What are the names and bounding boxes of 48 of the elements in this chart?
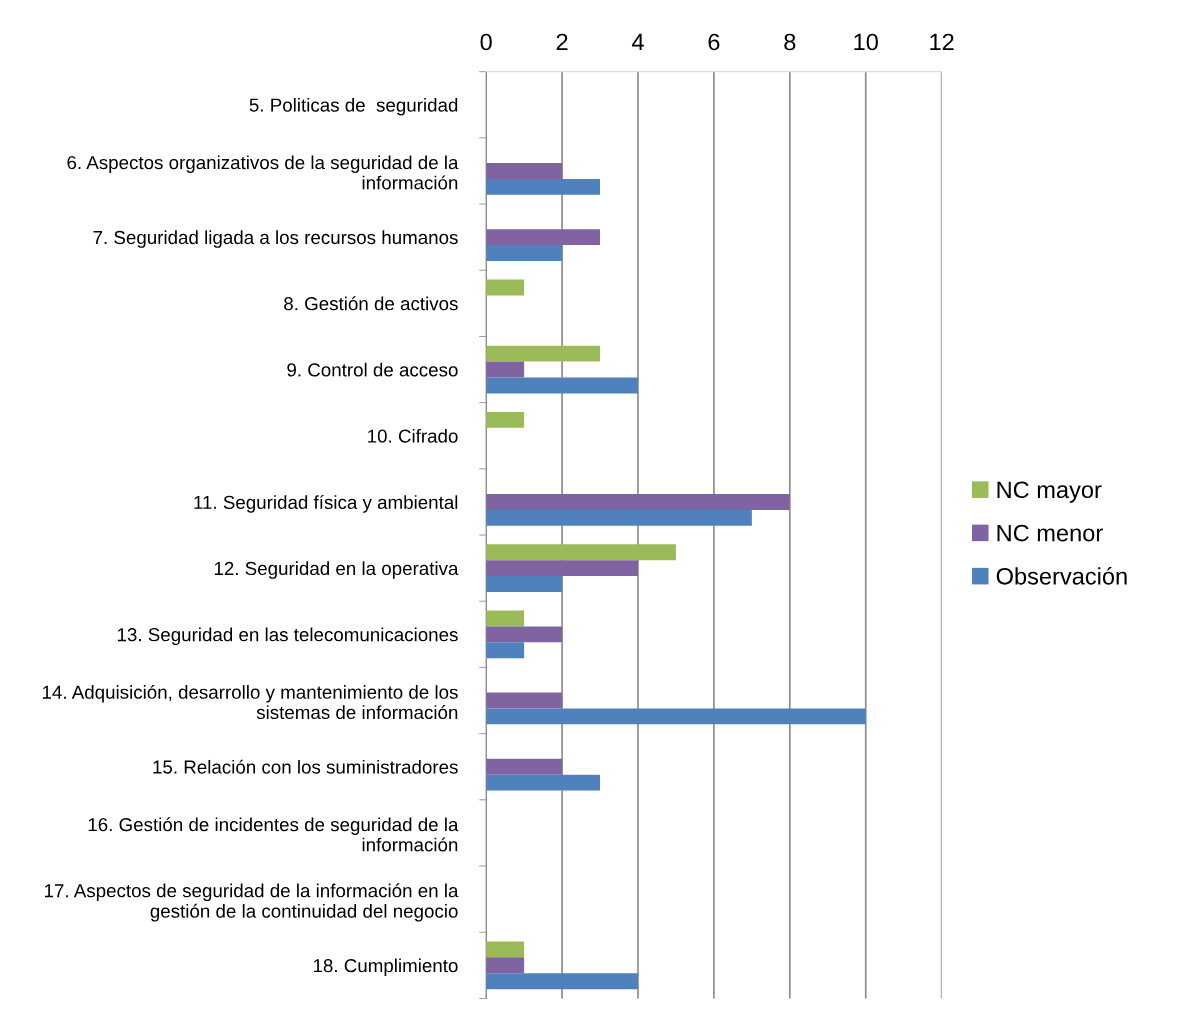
bar [486, 229, 601, 246]
bar [486, 361, 525, 378]
y-tick-label: 9. Control de acceso [287, 362, 458, 377]
bar [486, 279, 525, 296]
bar [486, 941, 525, 958]
bar [486, 708, 866, 725]
y-tick-label: 6. Aspectos organizativos de la seguridad de la información [67, 155, 459, 190]
y-tick-label: 11. Seguridad física y ambiental [194, 495, 458, 513]
bar [486, 163, 563, 179]
bar [486, 610, 525, 627]
bar [486, 377, 638, 394]
y-tick-label: 7. Seguridad ligada a los recursos humanos [93, 230, 458, 248]
y-tick-label: 14. Adquisición, desarrollo y mantenimiento de los sistemas de información [42, 684, 458, 720]
bar [486, 642, 525, 659]
y-tick-label: 17. Aspectos de seguridad de la información en la gestión de la continuidad del negocio [44, 883, 459, 922]
bar [486, 544, 676, 561]
y-tick-label: 18. Cumplimiento [313, 958, 458, 976]
legend-label: Observación [996, 567, 1127, 585]
y-tick-label: 15. Relación con los suministradores [153, 759, 458, 774]
bar [486, 509, 752, 526]
legend-label: NC mayor [997, 481, 1102, 503]
bar [486, 692, 563, 709]
y-tick-label: 16. Gestión de incidentes de seguridad de la información [88, 817, 459, 852]
y-tick-label: 13. Seguridad en las telecomunicaciones [117, 627, 458, 646]
x-tick-label: 2 [556, 33, 568, 51]
bar [486, 973, 638, 990]
x-tick-label: 0 [480, 33, 492, 51]
y-tick-label: 10. Cifrado [368, 428, 458, 443]
x-tick-label: 6 [708, 33, 720, 51]
bar [486, 345, 601, 362]
bar [486, 626, 563, 643]
bar [486, 245, 563, 261]
bar [486, 576, 563, 592]
legend-label: NC menor [997, 524, 1103, 542]
y-tick-label: 5. Politicas de seguridad [249, 97, 458, 116]
bar [486, 560, 638, 577]
bar [486, 411, 525, 428]
x-tick-label: 4 [631, 33, 644, 51]
x-tick-label: 12 [930, 33, 954, 51]
bar [486, 774, 601, 791]
y-tick-label: 8. Gestión de activos [284, 296, 458, 311]
x-tick-label: 8 [784, 33, 796, 51]
bar [486, 758, 563, 775]
x-tick-label: 10 [854, 33, 878, 51]
bar [486, 494, 790, 510]
bar [486, 957, 525, 974]
y-tick-label: 12. Seguridad en la operativa [214, 561, 459, 579]
bar [486, 178, 601, 195]
